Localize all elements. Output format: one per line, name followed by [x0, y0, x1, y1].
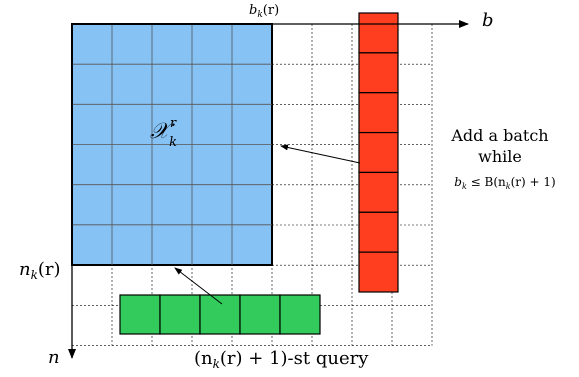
query-row: [120, 295, 320, 334]
nk-r-label: nk(r): [19, 259, 61, 282]
query-cell: [240, 295, 280, 334]
b-axis-label: b: [482, 10, 494, 31]
batch-cell: [359, 93, 398, 133]
annotation-line1: Add a batch: [450, 126, 548, 145]
batch-cell: [359, 212, 398, 252]
batch-arrow: [281, 146, 360, 163]
annotation-line3: bk ≤ B(nk(r) + 1): [454, 175, 555, 191]
query-cell: [280, 295, 320, 334]
batch-column: [359, 13, 398, 292]
batch-cell: [359, 252, 398, 292]
query-cell: [200, 295, 240, 334]
bk-r-label: bk(r): [249, 3, 279, 20]
query-cell: [160, 295, 200, 334]
batch-cell: [359, 53, 398, 93]
query-cell: [120, 295, 160, 334]
query-label: (nk(r) + 1)-st query: [194, 348, 369, 371]
batch-cell: [359, 133, 398, 173]
batch-cell: [359, 13, 398, 53]
annotation-line2: while: [478, 147, 522, 166]
batch-cell: [359, 172, 398, 212]
n-axis-label: n: [48, 347, 60, 368]
